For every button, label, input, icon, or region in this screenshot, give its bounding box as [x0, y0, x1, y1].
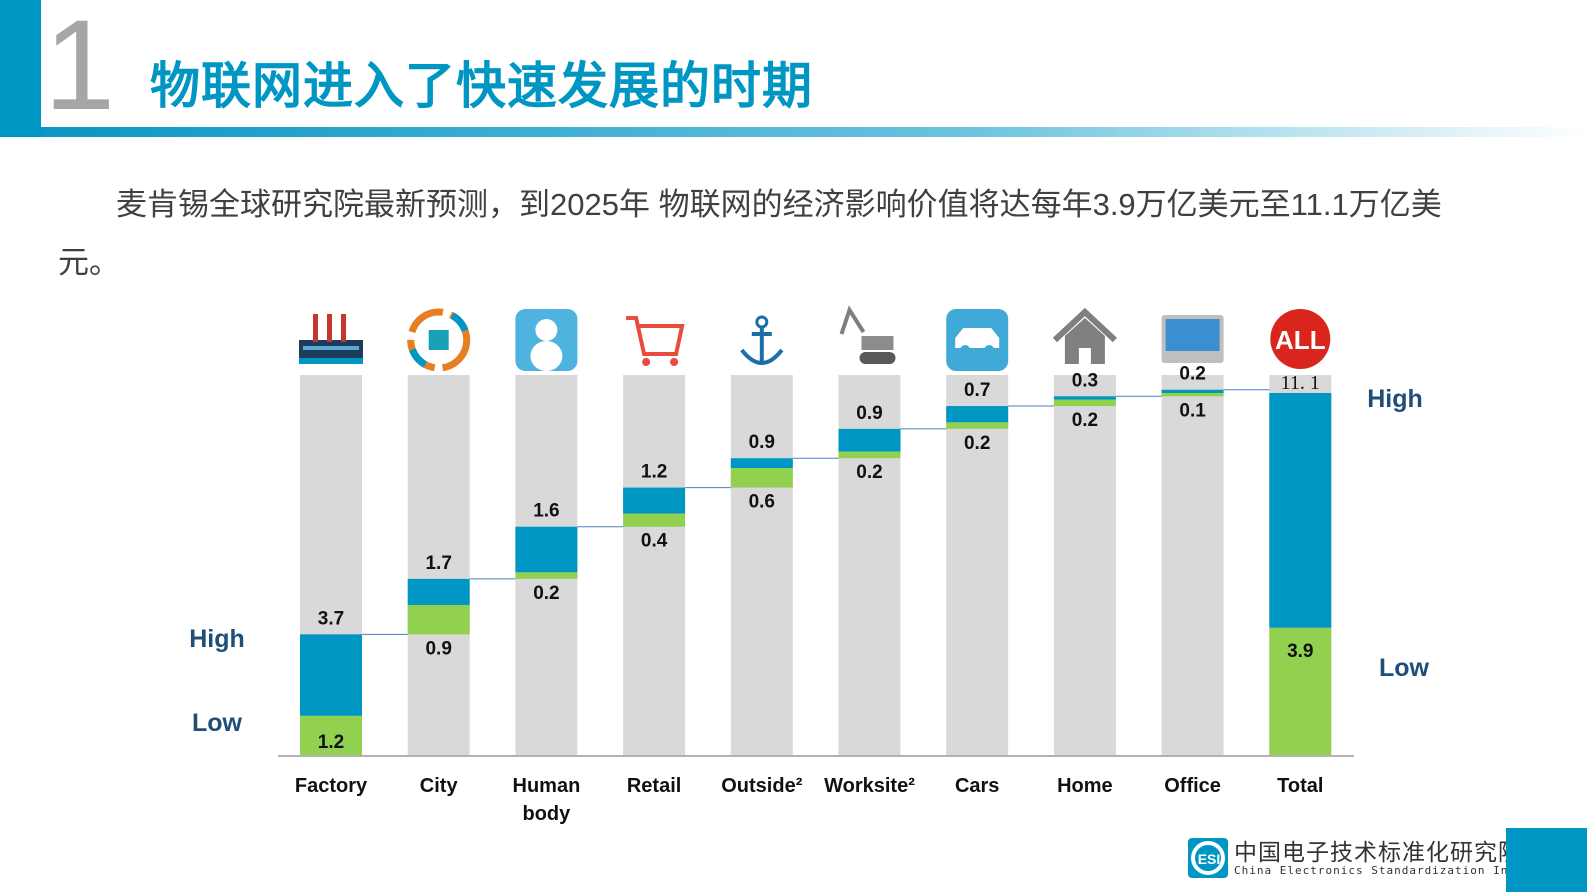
svg-text:ESI: ESI	[1198, 851, 1221, 867]
anchor-icon	[740, 315, 784, 365]
org-name-en: China Electronics Standardization Instit…	[1234, 863, 1562, 877]
low-bar	[515, 572, 578, 579]
monitor-icon	[1161, 315, 1224, 363]
low-label: 0.2	[533, 583, 559, 604]
car-icon	[946, 309, 1009, 371]
high-bar	[1269, 393, 1332, 628]
category-label: Total	[1277, 775, 1323, 797]
low-label: 1.2	[318, 732, 344, 753]
legend-high-right: High	[1367, 385, 1423, 413]
high-label: 0.3	[1072, 370, 1098, 391]
legend-low-right: Low	[1379, 654, 1430, 682]
high-bar	[1053, 396, 1116, 400]
description-text: 麦肯锡全球研究院最新预测，到2025年 物联网的经济影响价值将达每年3.9万亿美…	[58, 187, 1442, 280]
high-label: 0.7	[964, 380, 990, 401]
low-label: 0.6	[749, 492, 775, 513]
high-label: 0.9	[856, 403, 882, 424]
category-label: City	[420, 775, 459, 797]
high-label: 3.7	[318, 608, 344, 629]
page-title: 物联网进入了快速发展的时期	[150, 58, 813, 114]
section-number: 1	[44, 0, 116, 137]
low-label: 0.2	[1072, 410, 1098, 431]
high-bar	[946, 406, 1009, 423]
footer-logo: ESI 中国电子技术标准化研究院 China Electronics Stand…	[1188, 838, 1562, 878]
low-label: 0.1	[1179, 400, 1206, 421]
city-icon	[407, 308, 471, 372]
low-bar	[1053, 399, 1116, 407]
high-label: 1.7	[425, 553, 451, 574]
category-label: Outside²	[721, 775, 802, 797]
low-label: 0.2	[964, 433, 990, 454]
high-bar	[1161, 389, 1224, 393]
column-background	[623, 375, 686, 755]
high-bar	[838, 428, 901, 452]
low-label: 0.2	[856, 462, 882, 483]
high-label: 0.2	[1179, 364, 1205, 385]
header-rule	[41, 127, 1587, 137]
column-background	[730, 375, 793, 755]
category-label: Worksite²	[824, 775, 915, 797]
header-accent-bar	[0, 0, 41, 137]
low-label: 0.4	[641, 531, 668, 552]
high-bar	[407, 578, 470, 605]
all-icon: ALL	[1270, 309, 1331, 369]
svg-text:ALL: ALL	[1275, 325, 1326, 355]
category-label: Cars	[955, 775, 999, 797]
high-label: 1.6	[533, 501, 559, 522]
category-label: Retail	[627, 775, 681, 797]
low-bar	[838, 451, 901, 459]
category-label: Office	[1164, 775, 1221, 797]
low-label: 3.9	[1287, 641, 1313, 662]
high-label: 0.9	[749, 432, 775, 453]
person-icon	[515, 309, 578, 371]
org-name-cn: 中国电子技术标准化研究院	[1234, 838, 1522, 865]
legend-low-left: Low	[192, 709, 243, 737]
category-label: Factory	[295, 775, 368, 797]
home-icon	[1052, 307, 1117, 364]
category-label: Home	[1057, 775, 1113, 797]
high-bar	[515, 526, 578, 573]
low-label: 0.9	[425, 638, 451, 659]
category-label: body	[523, 803, 572, 825]
excavator-icon	[839, 305, 896, 364]
footer-accent-block	[1506, 828, 1587, 892]
low-bar	[300, 715, 362, 755]
column-background	[407, 375, 470, 755]
factory-icon	[299, 314, 363, 364]
legend-high-left: High	[189, 625, 245, 653]
category-label: Human	[513, 775, 581, 797]
column-background	[1161, 375, 1224, 755]
low-bar	[623, 513, 686, 527]
column-background	[1053, 375, 1116, 755]
low-bar	[1269, 627, 1332, 755]
low-bar	[407, 604, 470, 635]
high-bar	[300, 634, 362, 716]
high-bar	[730, 458, 793, 469]
low-bar	[946, 422, 1009, 429]
high-label: 1.2	[641, 462, 667, 483]
high-bar	[623, 487, 686, 514]
shopping-cart-icon	[626, 316, 685, 366]
esi-logo-icon: ESI	[1188, 838, 1228, 878]
high-label: 11. 1	[1281, 372, 1320, 394]
column-background	[946, 375, 1009, 755]
low-bar	[730, 468, 793, 488]
low-bar	[1161, 393, 1224, 397]
